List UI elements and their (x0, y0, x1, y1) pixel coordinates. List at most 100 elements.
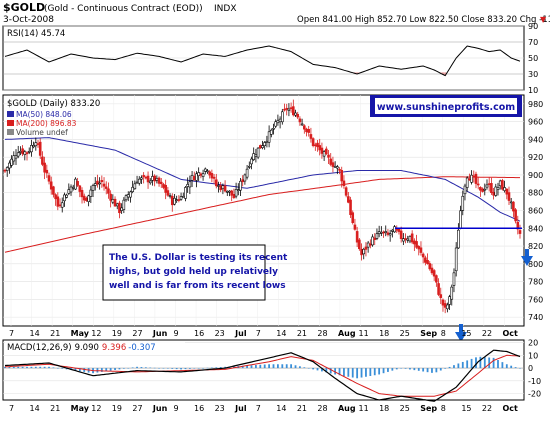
x-tick-label: 9 (173, 404, 178, 413)
x-tick-label: Jun (152, 404, 168, 413)
candle-body (16, 152, 20, 157)
candle-body (41, 156, 44, 165)
x-tick-label: 11 (359, 404, 369, 413)
macd-hist-bar (8, 366, 11, 369)
candle-body (245, 168, 249, 178)
candle-body (115, 203, 119, 207)
macd-hist-bar (268, 364, 271, 369)
x-tick-label: 15 (461, 404, 471, 413)
candle-body (188, 181, 192, 188)
candle-body (481, 188, 484, 192)
up-arrow-icon-right (521, 249, 533, 266)
x-tick-label: 8 (441, 404, 446, 413)
macd-signal-line (4, 354, 521, 397)
macd-hist-bar (347, 368, 350, 377)
macd-hist-bar (34, 366, 37, 369)
macd-hist-bar (382, 368, 385, 374)
annotation-line-3: well and is far from its recent lows (109, 281, 286, 291)
candle-body (60, 202, 64, 208)
candle-body (5, 167, 9, 171)
candle-body (210, 173, 214, 179)
x-tick-label: Aug (338, 404, 356, 413)
macd-hist-bar (193, 368, 196, 369)
ma50-legend: MA(50) 848.06 (7, 110, 72, 119)
candle-body (514, 209, 517, 222)
candle-body (402, 238, 405, 242)
x-tick-label: 14 (30, 404, 40, 413)
candle-body (507, 192, 511, 201)
candle-body (300, 123, 304, 126)
candle-body (380, 231, 383, 234)
candle-body (34, 142, 38, 147)
macd-hist-bar (483, 357, 486, 369)
macd-hist-bar (39, 366, 42, 369)
macd-hist-bar (153, 367, 156, 369)
candle-body (32, 145, 35, 148)
annotation-line-2: highs, but gold held up relatively (109, 267, 278, 277)
macd-hist-bar (391, 368, 394, 371)
candle-body (351, 212, 355, 224)
rsi-tick-70: 70 (528, 38, 538, 47)
candle-body (424, 257, 427, 263)
candle-body (146, 175, 150, 183)
candle-body (373, 237, 377, 241)
candle-body (397, 228, 401, 232)
candle-body (74, 178, 77, 190)
macd-hist-bar (105, 368, 108, 372)
macd-hist-bar (299, 366, 301, 369)
candle-body (331, 162, 335, 167)
candle-body (415, 241, 418, 248)
candle-body (162, 184, 165, 188)
candle-body (208, 171, 211, 176)
x-tick-label: Sep (420, 329, 437, 338)
candle-body (294, 112, 297, 116)
candle-body (177, 199, 181, 201)
macd-hist-bar (519, 368, 521, 369)
candle-body (309, 134, 313, 139)
x-tick-label: Jul (234, 404, 247, 413)
macd-hist-bar (180, 368, 182, 370)
macd-hist-bar (413, 368, 416, 371)
macd-hist-bar (127, 368, 130, 369)
candle-body (498, 180, 502, 187)
candle-body (375, 233, 379, 239)
macd-hist-bar (417, 368, 420, 371)
macd-hist-bar (30, 366, 33, 369)
candle-body (131, 186, 134, 192)
macd-hist-bar (277, 364, 279, 369)
macd-tick-label: -20 (528, 390, 541, 399)
candle-body (307, 129, 311, 133)
candle-body (190, 175, 194, 181)
candle-body (164, 184, 167, 193)
x-tick-label: 21 (50, 329, 60, 338)
candle-body (148, 180, 152, 184)
macd-hist-bar (501, 362, 504, 369)
macd-hist-bar (52, 367, 55, 369)
x-tick-label: 22 (482, 404, 492, 413)
macd-hist-bar (259, 364, 262, 369)
x-tick-label: May (71, 404, 90, 413)
x-tick-label: 11 (359, 329, 369, 338)
macd-hist-bar (272, 364, 275, 369)
candle-body (21, 148, 24, 155)
price-tick-label: 860 (528, 207, 543, 216)
macd-hist-bar (488, 357, 491, 369)
volume-swatch (7, 129, 14, 135)
macd-hist-bar (17, 366, 20, 369)
candle-body (371, 236, 374, 246)
x-tick-label: 14 (276, 329, 286, 338)
candle-body (197, 172, 200, 177)
candle-body (336, 166, 339, 169)
candle-body (142, 175, 145, 177)
candle-body (120, 207, 123, 211)
macd-hist-bar (492, 357, 495, 369)
macd-hist-bar (378, 368, 381, 375)
candle-body (437, 283, 440, 295)
price-tick-label: 960 (528, 118, 543, 127)
candle-body (8, 162, 11, 169)
macd-hist-bar (144, 367, 147, 369)
candle-body (109, 193, 112, 201)
watermark-inner (375, 98, 517, 114)
candle-body (358, 239, 361, 250)
candle-body (465, 177, 469, 188)
